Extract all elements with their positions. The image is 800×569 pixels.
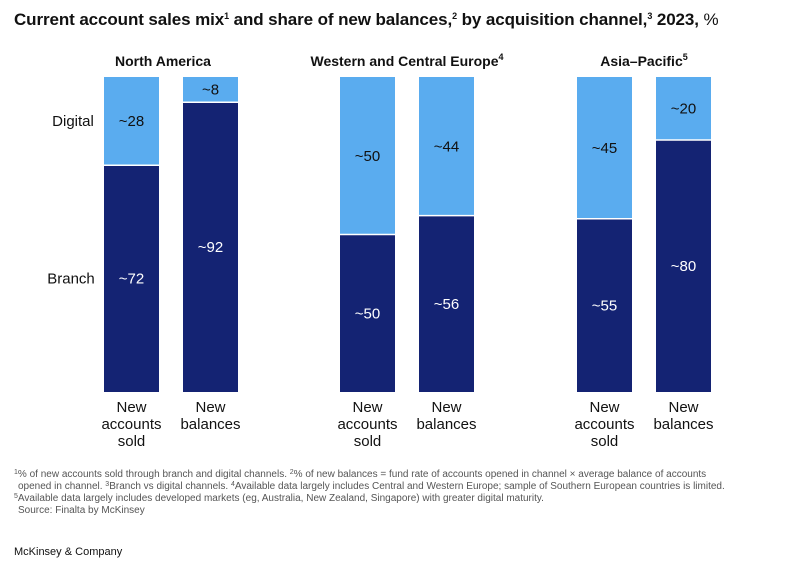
value-label-digital-western-and-central-europe-0: ~50 [355, 148, 380, 165]
footnote-text-3: Branch vs digital channels. [109, 481, 231, 492]
value-label-digital-western-and-central-europe-1: ~44 [434, 138, 459, 155]
category-label-western-and-central-europe-0-2: sold [354, 433, 382, 450]
row-label-digital: Digital [52, 113, 94, 130]
bar-digital-asia-pacific-0 [577, 77, 632, 219]
panel-title-north-america: North America [115, 53, 211, 69]
category-label-western-and-central-europe-0-1: accounts [337, 416, 397, 433]
value-label-branch-north-america-0: ~72 [119, 271, 144, 288]
brand-logo-text: McKinsey & Company [14, 546, 123, 558]
chart-title: Current account sales mix1 and share of … [14, 10, 794, 30]
source-line: Source: Finalta by McKinsey [14, 505, 794, 517]
category-label-north-america-0-1: accounts [101, 416, 161, 433]
footnote-text-2: % of new balances = fund rate of account… [293, 469, 707, 480]
panel-title-sup-asia-pacific: 5 [683, 52, 688, 62]
value-label-digital-asia-pacific-0: ~45 [592, 140, 617, 157]
footnote-line-2: opened in channel. 3Branch vs digital ch… [14, 481, 794, 493]
title-sup-1: 1 [224, 11, 229, 21]
bar-digital-western-and-central-europe-1 [419, 77, 474, 216]
value-label-branch-north-america-1: ~92 [198, 239, 223, 256]
bar-digital-north-america-1 [183, 77, 238, 103]
bar-branch-asia-pacific-0 [577, 218, 632, 392]
category-label-asia-pacific-1-1: balances [653, 416, 713, 433]
value-label-branch-western-and-central-europe-1: ~56 [434, 296, 459, 313]
panel-title-western-and-central-europe: Western and Central Europe4 [310, 52, 503, 69]
footnotes: 1% of new accounts sold through branch a… [14, 469, 794, 517]
bar-branch-north-america-1 [183, 102, 238, 392]
title-sup-2: 2 [452, 11, 457, 21]
footnote-line-1: 1% of new accounts sold through branch a… [14, 469, 794, 481]
category-label-western-and-central-europe-1-0: New [431, 399, 461, 416]
bar-digital-north-america-0 [104, 77, 159, 166]
bar-branch-north-america-0 [104, 165, 159, 392]
panel-title-sup-western-and-central-europe: 4 [499, 52, 504, 62]
source-text: Source: Finalta by McKinsey [18, 505, 145, 516]
category-label-north-america-1-0: New [195, 399, 225, 416]
footnote-text-5: Available data largely includes develope… [17, 493, 544, 504]
title-unit: % [698, 10, 719, 29]
category-label-western-and-central-europe-0-0: New [352, 399, 382, 416]
panel-title-asia-pacific: Asia–Pacific5 [600, 52, 688, 69]
bar-branch-asia-pacific-1 [656, 140, 711, 392]
title-part-2: and share of new balances, [228, 10, 453, 29]
footnote-line-3: 5Available data largely includes develop… [14, 493, 794, 505]
value-label-branch-western-and-central-europe-0: ~50 [355, 305, 380, 322]
bar-branch-western-and-central-europe-0 [340, 234, 395, 392]
category-label-north-america-0-0: New [116, 399, 146, 416]
bar-digital-western-and-central-europe-0 [340, 77, 395, 235]
footnote-sup-2: 2 [289, 469, 294, 476]
category-label-north-america-0-2: sold [118, 433, 146, 450]
category-label-north-america-1-1: balances [180, 416, 240, 433]
category-label-asia-pacific-1-0: New [668, 399, 698, 416]
value-label-digital-asia-pacific-1: ~20 [671, 101, 696, 118]
footnote-sup-3: 3 [105, 481, 110, 488]
value-label-branch-asia-pacific-1: ~80 [671, 258, 696, 275]
title-part-4: 2023, [652, 10, 699, 29]
footnote-text-1: % of new accounts sold through branch an… [17, 469, 290, 480]
bar-branch-western-and-central-europe-1 [419, 215, 474, 392]
footnote-sup-4: 4 [230, 481, 235, 488]
title-main: Current account sales mix [14, 10, 225, 29]
value-label-branch-asia-pacific-0: ~55 [592, 297, 617, 314]
bar-digital-asia-pacific-1 [656, 77, 711, 140]
footnote-sup-5: 5 [14, 493, 18, 500]
row-label-branch: Branch [47, 271, 95, 288]
category-label-asia-pacific-0-0: New [589, 399, 619, 416]
category-label-asia-pacific-0-2: sold [591, 433, 619, 450]
value-label-digital-north-america-0: ~28 [119, 113, 144, 130]
footnote-text-4: Available data largely includes Central … [234, 481, 725, 492]
value-label-digital-north-america-1: ~8 [202, 82, 219, 99]
footnote-text-2b: opened in channel. [18, 481, 106, 492]
category-label-western-and-central-europe-1-1: balances [416, 416, 476, 433]
title-sup-3: 3 [647, 11, 653, 21]
footnote-sup-1: 1 [14, 469, 18, 476]
category-label-asia-pacific-0-1: accounts [574, 416, 634, 433]
title-part-3: by acquisition channel, [457, 10, 648, 29]
